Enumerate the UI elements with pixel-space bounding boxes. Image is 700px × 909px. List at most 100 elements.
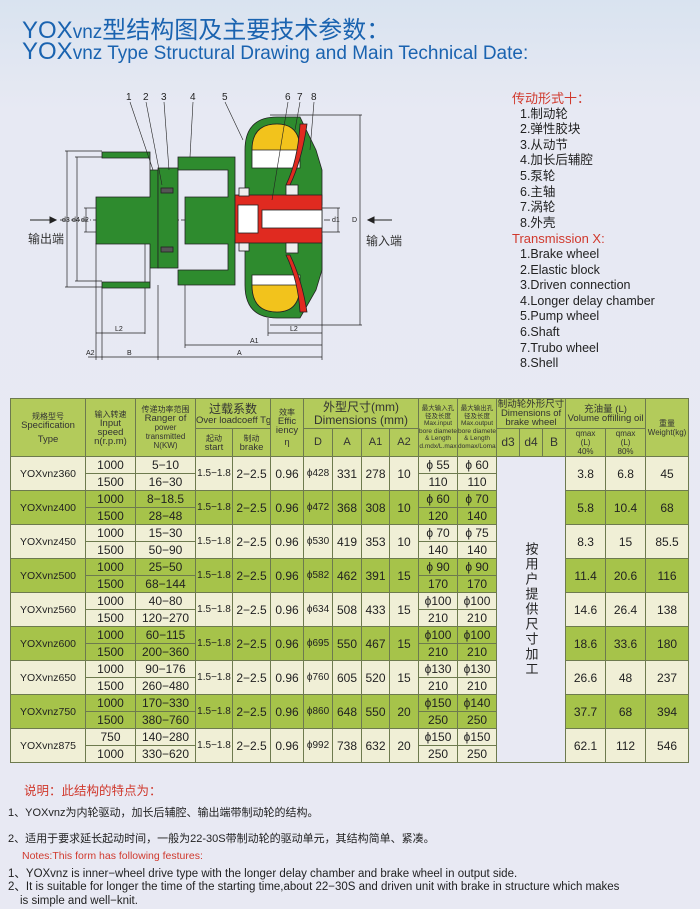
header-power: 传递功率范围 Ranger of power transmitted N(KW) (135, 398, 196, 457)
legend-cn-heading: 传动形式十： (512, 91, 591, 106)
power-cell: 50−90 (135, 541, 196, 559)
notes-en-item-2-line2: is simple and well−knit. (20, 895, 138, 907)
dim-A2-cell: 15 (389, 626, 420, 661)
brake-coeff-cell: 2−2.5 (231, 728, 272, 763)
weight-cell: 237 (645, 660, 690, 695)
table-row: 1500 380−760 250 250 (11, 711, 689, 729)
dim-A1-cell: 467 (361, 626, 391, 661)
header-A1: A1 (361, 428, 391, 457)
weight-cell: 68 (645, 490, 690, 525)
start-coeff-cell: 1.5−1.8 (195, 660, 233, 695)
dim-A-cell: 462 (332, 558, 363, 593)
dim-D-cell: ϕ582 (303, 558, 334, 593)
table-row: 1500 120−270 210 210 (11, 609, 689, 627)
brake-coeff-cell: 2−2.5 (231, 592, 272, 627)
input-end-label: 输入端 (366, 233, 402, 248)
dim-d3: d3 (62, 217, 70, 224)
notes-cn-heading: 说明：此结构的特点为： (24, 784, 162, 798)
dim-d2: d2 (81, 217, 89, 224)
notes-en-heading: Notes:This form has following festures: (22, 850, 203, 862)
part-number-8: 8 (311, 92, 317, 103)
table-row: 1500 50−90 140 140 (11, 541, 689, 559)
header-q80: qmax (L) 80% (605, 428, 647, 457)
speed-cell: 1000 (85, 694, 136, 712)
dim-A2-cell: 15 (389, 592, 420, 627)
dim-D-cell: ϕ760 (303, 660, 334, 695)
efficiency-cell: 0.96 (270, 524, 305, 559)
header-B: B (542, 428, 567, 457)
dim-d4: d4 (72, 217, 80, 224)
q80-cell: 26.4 (605, 592, 647, 627)
part-number-2: 2 (143, 92, 149, 103)
legend-en-item: 6.Shaft (520, 324, 560, 339)
dim-A2-cell: 10 (389, 456, 420, 491)
efficiency-cell: 0.96 (270, 694, 305, 729)
power-cell: 15−30 (135, 524, 196, 542)
legend-en-item: 1.Brake wheel (520, 246, 600, 261)
power-cell: 5−10 (135, 456, 196, 474)
notes-en-item-2: 2、It is suitable for longer the time of … (8, 880, 698, 908)
max-output-dia-cell: ϕ150 (457, 728, 498, 746)
weight-cell: 394 (645, 694, 690, 729)
speed-cell: 1000 (85, 626, 136, 644)
header-overload: 过载系数 Over loadcoeff Tg (194, 398, 272, 429)
start-coeff-cell: 1.5−1.8 (195, 558, 233, 593)
brake-coeff-cell: 2−2.5 (231, 660, 272, 695)
efficiency-cell: 0.96 (270, 456, 305, 491)
header-start: 起动 start (195, 428, 233, 457)
title-cn-text: 型结构图及主要技术参数： (102, 17, 391, 44)
driven-connection-shape (157, 167, 179, 269)
dim-A-cell: 738 (332, 728, 363, 763)
table-row: YOXvnz560 1000 40−80 1.5−1.8 2−2.5 0.96 ϕ634 50… (10, 592, 690, 627)
technical-parameters-table: 规格型号 Specification Type 输入转速 Input speed n(r.… (10, 398, 690, 763)
max-input-dia-cell: ϕ130 (418, 660, 459, 678)
power-cell: 68−144 (135, 575, 196, 593)
dimension-lines (60, 114, 362, 360)
q40-cell: 62.1 (565, 728, 607, 763)
power-cell: 140−280 (135, 728, 196, 746)
title-english: YOXvnz Type Structural Drawing and Main … (22, 38, 528, 66)
efficiency-cell: 0.96 (270, 728, 305, 763)
power-cell: 25−50 (135, 558, 196, 576)
power-cell: 200−360 (135, 643, 196, 661)
table-row: 1500 200−360 210 210 (11, 643, 689, 661)
max-input-length-cell: 140 (418, 541, 459, 559)
header-A2: A2 (389, 428, 420, 457)
brake-wheel-shape (95, 151, 159, 289)
start-coeff-cell: 1.5−1.8 (195, 728, 233, 763)
table-row: YOXvnz360 1000 5−10 1.5−1.8 2−2.5 0.96 ϕ428 331… (10, 456, 690, 763)
speed-cell: 1500 (85, 473, 136, 491)
output-end-label: 输出端 (28, 231, 64, 246)
dim-D-cell: ϕ695 (303, 626, 334, 661)
legend-cn-item: 7.涡轮 (520, 200, 556, 215)
max-output-length-cell: 250 (457, 711, 498, 729)
header-max-output: 最大输出孔径及长度 Max.output bore diameter & Length… (457, 398, 498, 457)
speed-cell: 1000 (85, 592, 136, 610)
dim-A-cell: 605 (332, 660, 363, 695)
q40-cell: 11.4 (565, 558, 607, 593)
parts-legend: 传动形式十： 1.制动轮 2.弹性胶块 3.从动节 4.加长后辅腔 5.泵轮 6.主轴 7.… (512, 91, 655, 372)
spec-cell: YOXvnz750 (10, 694, 86, 729)
q80-cell: 20.6 (605, 558, 647, 593)
header-q40: qmax (L) 40% (565, 428, 607, 457)
legend-en-item: 4.Longer delay chamber (520, 293, 655, 308)
max-input-dia-cell: ϕ 70 (418, 524, 459, 542)
start-coeff-cell: 1.5−1.8 (195, 626, 233, 661)
dim-D-cell: ϕ428 (303, 456, 334, 491)
table-row: YOXvnz400 1000 8−18.5 1.5−1.8 2−2.5 0.96 ϕ472 3… (10, 490, 690, 525)
dim-A2-cell: 20 (389, 728, 420, 763)
dim-A2-cell: 15 (389, 660, 420, 695)
speed-cell: 1000 (85, 745, 136, 763)
title-en-prefix: YOX (22, 38, 73, 65)
power-cell: 120−270 (135, 609, 196, 627)
max-output-dia-cell: ϕ140 (457, 694, 498, 712)
dim-A2-cell: 10 (389, 490, 420, 525)
max-output-length-cell: 210 (457, 677, 498, 695)
legend-cn-item: 8.外壳 (520, 215, 556, 230)
dim-A2-cell: 10 (389, 524, 420, 559)
header-efficiency: 效率 Effic iency η (270, 398, 305, 457)
title-en-model: vnz (72, 43, 103, 64)
dim-D-cell: ϕ860 (303, 694, 334, 729)
speed-cell: 1000 (85, 524, 136, 542)
brake-wheel-note: 按用户提供尺寸加工 (496, 456, 567, 763)
